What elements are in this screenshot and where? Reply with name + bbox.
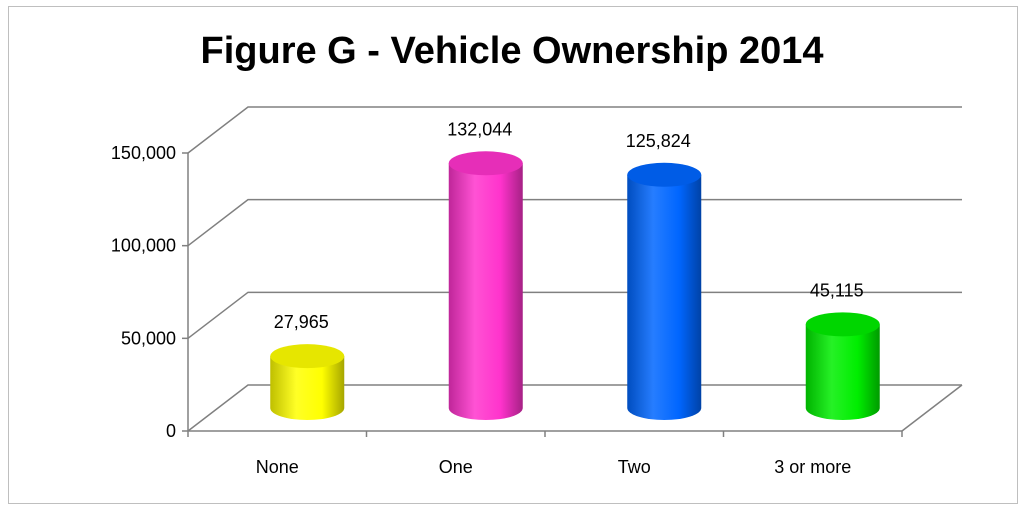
chart-title: Figure G - Vehicle Ownership 2014 [200,30,824,72]
x-tick-label: None [256,457,299,477]
gridline [187,198,962,247]
x-tick-label: One [439,457,473,477]
data-label: 45,115 [810,280,864,300]
x-tick-label: Two [618,457,651,477]
bar-none [270,344,345,420]
gridlines [187,106,962,432]
gridline [187,384,962,432]
bar-3-or-more [805,312,880,420]
axes [182,152,963,437]
bar-top [627,162,702,187]
x-tick-label: 3 or more [774,457,851,477]
data-label: 27,965 [274,312,329,332]
floor-right-edge [901,384,963,432]
bar-body [805,324,880,420]
bar-body [627,174,702,420]
gridline [187,106,962,154]
y-tick-label: 150,000 [111,143,176,163]
bars [270,151,880,421]
y-tick-label: 100,000 [111,236,176,256]
bar-two [627,162,702,420]
bar-body [270,356,345,420]
bar-one [448,151,523,421]
data-label: 125,824 [626,131,691,151]
y-tick-label: 0 [166,421,176,441]
bar-top [448,151,523,176]
data-label: 132,044 [447,119,512,139]
bar-top [805,312,880,337]
bar-top [270,344,345,369]
bar-body [448,163,523,421]
gridline [187,291,962,339]
labels: 0 50,000 100,000 150,000 None One Two 3 or more… [111,119,864,477]
y-tick-label: 50,000 [121,328,176,348]
